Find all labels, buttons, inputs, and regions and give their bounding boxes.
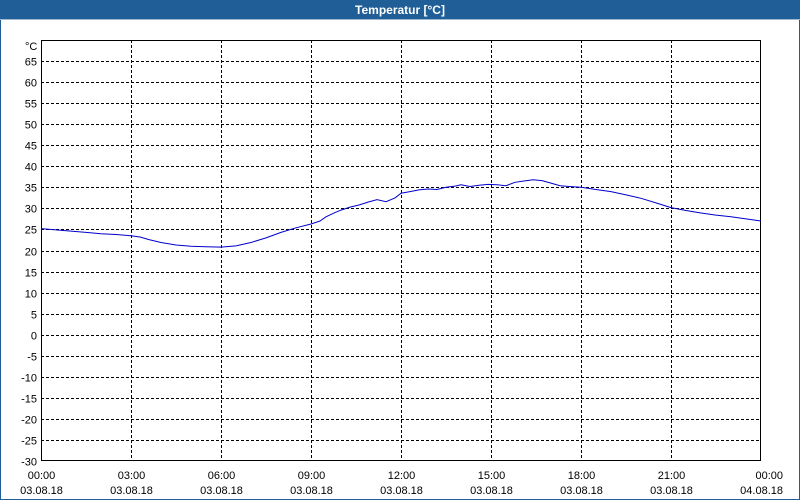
y-tick-label: 10: [25, 289, 37, 301]
x-tick-time-label: 18:00: [568, 470, 596, 482]
x-tick-time-label: 15:00: [478, 470, 506, 482]
x-tick-date-label: 03.08.18: [380, 485, 423, 497]
x-tick-time-label: 12:00: [388, 470, 416, 482]
plot-area: [41, 40, 761, 461]
y-axis-ticks: 65605550454035302520151050-5-10-15-20-25…: [21, 57, 37, 469]
y-tick-label: -15: [21, 394, 37, 406]
y-tick-label: -25: [21, 436, 37, 448]
y-tick-label: 45: [25, 141, 37, 153]
x-tick-time-label: 00:00: [28, 470, 56, 482]
x-tick-date-label: 03.08.18: [200, 485, 243, 497]
y-tick-label: 30: [25, 204, 37, 216]
y-tick-label: 55: [25, 99, 37, 111]
y-tick-label: 15: [25, 268, 37, 280]
y-tick-label: -5: [27, 352, 37, 364]
y-tick-label: 0: [31, 331, 37, 343]
y-tick-label: -10: [21, 373, 37, 385]
x-tick-time-label: 21:00: [658, 470, 686, 482]
y-tick-label: 65: [25, 57, 37, 69]
x-tick-date-label: 04.08.18: [740, 485, 783, 497]
x-tick-time-label: 06:00: [208, 470, 236, 482]
window-title: Temperatur [°C]: [0, 0, 800, 20]
x-tick-time-label: 00:00: [755, 470, 783, 482]
x-tick-date-label: 03.08.18: [20, 485, 63, 497]
y-tick-label: 25: [25, 225, 37, 237]
y-tick-label: 20: [25, 247, 37, 259]
y-tick-label: 40: [25, 162, 37, 174]
x-tick-date-label: 03.08.18: [560, 485, 603, 497]
x-tick-date-label: 03.08.18: [650, 485, 693, 497]
y-axis-unit-label: °C: [25, 41, 37, 53]
x-tick-date-label: 03.08.18: [290, 485, 333, 497]
temperature-series-line: [40, 179, 762, 248]
x-tick-time-label: 09:00: [298, 470, 326, 482]
x-tick-time-label: 03:00: [118, 470, 146, 482]
x-tick-date-label: 03.08.18: [110, 485, 153, 497]
y-tick-label: 35: [25, 183, 37, 195]
x-axis-ticks: 00:00 03.08.18 03:00 03.08.18 06:00 03.08.18 0…: [20, 470, 783, 497]
y-tick-label: 60: [25, 78, 37, 90]
y-tick-label: -30: [21, 457, 37, 469]
grid-lines: [41, 40, 761, 461]
x-tick-date-label: 03.08.18: [470, 485, 513, 497]
y-tick-label: 50: [25, 120, 37, 132]
y-tick-label: -20: [21, 415, 37, 427]
y-tick-label: 5: [31, 310, 37, 322]
